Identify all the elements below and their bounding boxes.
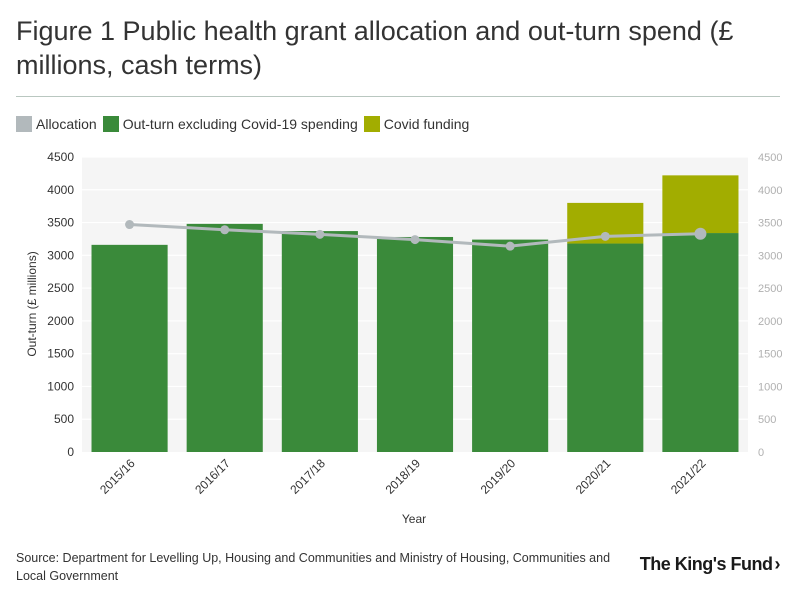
allocation-point[interactable] [125,220,135,230]
y-tick-label: 500 [54,412,74,426]
x-tick-label: 2020/21 [573,456,614,497]
x-tick-label: 2017/18 [287,456,328,497]
title-divider [16,96,780,97]
legend-swatch-covid [363,116,380,132]
secondary-y-tick-label: 4000 [758,185,782,197]
secondary-y-tick-label: 500 [758,414,776,426]
x-tick-label: 2021/22 [668,456,709,497]
secondary-y-tick-label: 3000 [758,250,782,262]
chart-title: Figure 1 Public health grant allocation … [16,16,734,80]
secondary-y-tick-label: 4500 [758,152,782,164]
secondary-y-tick-label: 2500 [758,283,782,295]
bar-outturn[interactable] [472,239,549,452]
y-axis: 0 500 1000 1500 2000 2500 3000 3500 4000 4500 [47,150,74,459]
bar-outturn[interactable] [567,243,644,452]
bar-outturn[interactable] [376,236,454,452]
legend-label-allocation: Allocation [36,116,97,132]
x-tick-label: 2018/19 [383,456,424,497]
allocation-point[interactable] [600,231,610,241]
legend: Allocation Out-turn excluding Covid-19 s… [16,114,475,134]
legend-item-outturn[interactable]: Out-turn excluding Covid-19 spending [102,116,358,132]
source-note: Source: Department for Levelling Up, Hou… [16,551,611,583]
y-tick-label: 4500 [47,150,74,164]
y-axis-label: Out-turn (£ millions) [25,251,39,356]
y-tick-label: 1000 [47,379,74,393]
y-tick-label: 4000 [47,183,74,197]
allocation-point[interactable] [694,227,707,240]
legend-swatch-allocation [16,116,32,132]
logo-chevron-icon: › [774,554,781,574]
bar-outturn[interactable] [91,244,168,452]
allocation-point[interactable] [220,225,230,235]
secondary-y-tick-label: 1500 [758,349,782,361]
legend-label-outturn: Out-turn excluding Covid-19 spending [122,116,358,132]
secondary-y-tick-label: 2000 [758,316,782,328]
legend-item-allocation[interactable]: Allocation [16,116,97,132]
allocation-point[interactable] [315,229,325,239]
bars [91,175,739,452]
secondary-y-tick-label: 1000 [758,381,782,393]
allocation-point[interactable] [505,241,515,251]
bar-outturn[interactable] [281,231,358,452]
y-tick-label: 1500 [47,347,74,361]
secondary-y-tick-label: 0 [758,447,764,459]
x-axis-label: Year [402,512,426,526]
y-tick-label: 2000 [47,314,74,328]
x-tick-label: 2016/17 [192,456,233,497]
y-tick-label: 3000 [47,248,74,262]
legend-label-covid: Covid funding [383,116,470,132]
x-axis: 2015/16 2016/17 2017/18 2018/19 2019/20 2020/… [97,456,709,497]
secondary-y-axis: 0 500 1000 1500 2000 2500 3000 3500 4000 4500 [758,152,782,459]
y-tick-label: 0 [67,445,74,459]
legend-item-covid[interactable]: Covid funding [363,116,470,132]
bar-covid-funding[interactable] [662,175,739,234]
legend-swatch-outturn [102,116,119,132]
chart-svg: 0 500 1000 1500 2000 2500 3000 3500 4000 4500 0 50… [25,150,782,526]
kings-fund-logo[interactable]: The King's Fund › [639,554,781,575]
y-tick-label: 3500 [47,216,74,230]
bar-outturn[interactable] [186,223,263,452]
x-tick-label: 2015/16 [97,456,138,497]
logo-text: The King's Fund [639,554,773,574]
secondary-y-tick-label: 3500 [758,218,782,230]
allocation-point[interactable] [410,235,420,245]
allocation-line [125,220,707,251]
y-tick-label: 2500 [47,281,74,295]
bar-outturn[interactable] [662,233,739,452]
x-tick-label: 2019/20 [478,456,519,497]
